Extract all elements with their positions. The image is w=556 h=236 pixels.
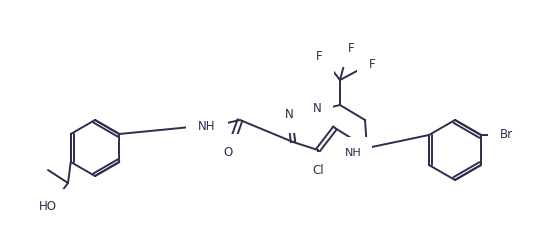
- Text: F: F: [369, 59, 375, 72]
- Text: N: N: [285, 109, 294, 122]
- Text: NH: NH: [345, 148, 361, 158]
- Text: F: F: [316, 50, 322, 63]
- Text: N: N: [312, 101, 321, 114]
- Text: HO: HO: [39, 201, 57, 214]
- Text: Br: Br: [499, 128, 513, 142]
- Text: NH: NH: [198, 119, 216, 132]
- Text: O: O: [224, 146, 232, 159]
- Text: F: F: [348, 42, 354, 55]
- Text: Cl: Cl: [312, 164, 324, 177]
